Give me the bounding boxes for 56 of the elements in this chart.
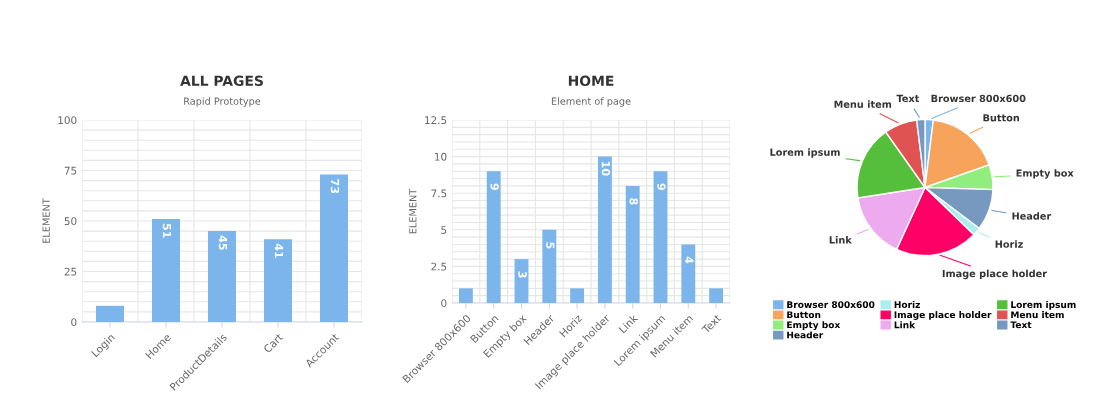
data-label: 8: [629, 198, 638, 205]
bar: [152, 218, 180, 322]
data-label: 51: [162, 223, 172, 238]
bar: [542, 229, 557, 303]
bar: [597, 156, 612, 303]
bar: [264, 239, 292, 322]
slice-label: Browser 800x600: [931, 94, 1026, 103]
slice-label: Image place holder: [942, 269, 1047, 280]
legend-label: Browser 800x600: [787, 301, 875, 309]
slice-label: Link: [829, 236, 852, 244]
bar: [625, 185, 640, 303]
bar: [653, 171, 668, 303]
data-label: 5: [546, 242, 555, 249]
bar: [208, 231, 236, 322]
chart-title: ALL PAGES: [180, 75, 263, 87]
bar: [570, 288, 585, 303]
chart-subtitle: Rapid Prototype: [184, 97, 261, 107]
data-label: 9: [490, 183, 499, 190]
slice-label: Header: [1012, 212, 1052, 220]
data-label: 41: [274, 243, 284, 258]
y-tick-label: 10: [435, 152, 447, 161]
data-label: 45: [218, 235, 228, 250]
slice-label: Button: [983, 114, 1020, 122]
chart-title: HOME: [568, 75, 614, 87]
y-tick-label: 2.5: [431, 262, 447, 271]
slice-label: Horiz: [995, 240, 1023, 248]
data-label: 3: [518, 271, 527, 278]
slice-label: Text: [896, 94, 920, 103]
bar: [96, 305, 124, 322]
y-axis-title: ELEMENT: [42, 198, 50, 243]
x-tick-label: Text: [701, 313, 722, 335]
data-label: 9: [657, 183, 666, 190]
chart-subtitle: Element of page: [551, 97, 631, 107]
y-tick-label: 12.5: [425, 116, 447, 125]
bar: [709, 288, 724, 303]
y-tick-label: 50: [64, 217, 77, 226]
legend-label: Horiz: [894, 301, 920, 309]
bar: [320, 174, 348, 322]
bar: [681, 244, 696, 303]
slice-label: Empty box: [1016, 169, 1074, 179]
legend-label: Lorem ipsum: [1011, 301, 1076, 310]
slice-label: Lorem ipsum: [770, 148, 840, 158]
slice-label: Menu item: [834, 100, 892, 108]
data-label: 73: [330, 179, 340, 194]
y-tick-label: 100: [58, 116, 77, 125]
y-tick-label: 0: [441, 299, 447, 308]
data-label: 10: [601, 161, 611, 176]
y-tick-label: 25: [64, 267, 77, 276]
bar: [486, 171, 501, 303]
y-tick-label: 75: [64, 166, 77, 175]
y-tick-label: 5: [441, 226, 447, 234]
y-axis-title: ELEMENT: [409, 188, 417, 234]
y-tick-label: 0: [71, 318, 77, 327]
bar: [458, 288, 473, 303]
y-tick-label: 7.5: [431, 189, 447, 198]
data-label: 4: [685, 256, 694, 264]
